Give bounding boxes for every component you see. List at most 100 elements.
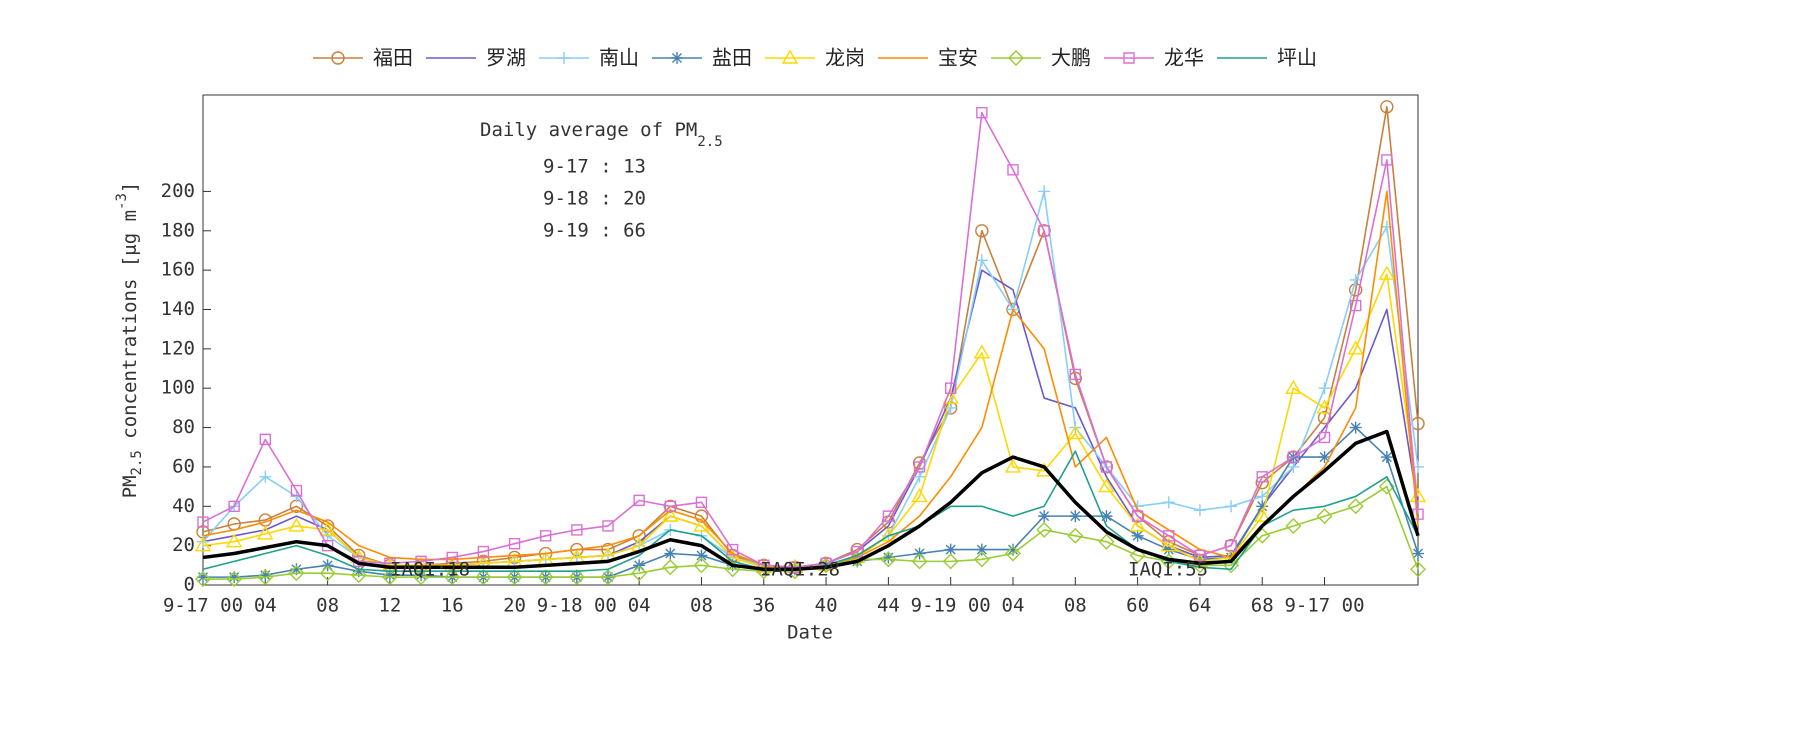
data-point xyxy=(820,557,832,570)
data-point xyxy=(695,549,708,562)
plot-frame xyxy=(202,94,1419,586)
data-point xyxy=(1131,529,1144,542)
data-point xyxy=(1316,399,1333,414)
data-point xyxy=(973,551,990,568)
data-point xyxy=(850,542,864,557)
data-point xyxy=(1410,561,1426,578)
series-line xyxy=(202,190,1419,569)
data-point xyxy=(851,545,863,558)
data-point xyxy=(1038,185,1051,198)
data-point xyxy=(1100,461,1113,473)
data-point xyxy=(944,382,957,394)
data-point xyxy=(571,524,583,536)
annotation: 9-19 : 66 xyxy=(543,220,646,242)
data-point xyxy=(321,539,334,552)
data-point xyxy=(1098,533,1115,550)
x-tick-label: 16 xyxy=(441,595,464,617)
data-point xyxy=(1067,527,1084,544)
data-point xyxy=(257,569,274,586)
x-tick-label: 44 xyxy=(877,595,900,617)
y-tick-label: 100 xyxy=(161,377,195,399)
legend-marker xyxy=(558,52,570,64)
data-point xyxy=(1349,299,1362,312)
data-point xyxy=(662,507,679,522)
data-point xyxy=(631,565,648,582)
data-point xyxy=(1412,547,1424,560)
data-point xyxy=(1256,500,1269,513)
y-tick-label: 20 xyxy=(172,534,195,556)
data-point xyxy=(1160,537,1177,552)
legend-marker xyxy=(1008,50,1024,66)
data-point xyxy=(288,517,305,532)
x-tick-label: 68 xyxy=(1251,595,1274,617)
data-point xyxy=(227,517,241,531)
series-line xyxy=(202,111,1419,569)
x-tick-label: 9-18 00 xyxy=(537,595,617,617)
data-point xyxy=(1129,547,1146,564)
series-line xyxy=(202,273,1419,569)
data-point xyxy=(694,509,709,523)
annotation-title: Daily average of PM2.5 xyxy=(480,119,723,151)
data-point xyxy=(259,470,272,483)
data-point xyxy=(290,484,303,497)
data-point xyxy=(1162,543,1175,556)
iaqi-label: IAQI:55 xyxy=(1128,559,1208,581)
data-point xyxy=(225,533,243,548)
data-point xyxy=(1255,475,1269,490)
data-point xyxy=(228,500,240,512)
data-point xyxy=(1007,164,1019,176)
data-point xyxy=(1287,451,1300,463)
data-point xyxy=(288,565,305,582)
legend-label: 龙华 xyxy=(1164,46,1204,70)
data-point xyxy=(1129,517,1146,532)
x-tick-label: 9-17 00 xyxy=(163,595,243,617)
data-point xyxy=(508,537,521,550)
y-tick-label: 0 xyxy=(184,574,195,596)
data-point xyxy=(319,521,336,536)
y-tick-label: 120 xyxy=(161,337,195,359)
legend: 福田 罗湖 南山 盐田 龙岗 宝安 大鹏 龙华 坪山 xyxy=(313,46,1317,70)
annotation: 9-17 : 13 xyxy=(543,156,646,178)
data-point xyxy=(259,569,272,582)
data-point xyxy=(321,529,334,542)
x-tick-label: 40 xyxy=(815,595,838,617)
x-tick-label: 36 xyxy=(752,595,775,617)
plot-area xyxy=(194,100,1427,588)
y-tick-label: 140 xyxy=(161,298,195,320)
data-point xyxy=(976,107,988,119)
data-point xyxy=(1193,504,1206,517)
legend-label: 罗湖 xyxy=(486,46,526,70)
y-label-sub: 2.5 xyxy=(129,450,145,475)
legend-label: 宝安 xyxy=(938,46,978,70)
data-point xyxy=(1349,273,1362,286)
data-point xyxy=(1194,549,1206,562)
data-point xyxy=(1163,530,1175,542)
data-point xyxy=(1100,510,1113,523)
data-point xyxy=(446,551,458,564)
data-point xyxy=(944,401,957,414)
y-label-part: ] xyxy=(119,182,141,193)
data-point xyxy=(1004,458,1022,473)
y-tick-label: 160 xyxy=(161,259,195,281)
x-tick-label: 04 xyxy=(1002,595,1025,617)
data-point xyxy=(1285,517,1302,534)
x-tick-label: 12 xyxy=(378,595,401,617)
data-point xyxy=(1318,382,1331,395)
legend-label: 福田 xyxy=(373,46,413,70)
data-point xyxy=(913,470,926,483)
data-point xyxy=(1347,340,1364,355)
x-tick-label: 60 xyxy=(1126,595,1149,617)
data-point xyxy=(1193,553,1206,566)
data-point xyxy=(475,569,492,586)
legend-marker xyxy=(331,51,345,65)
iaqi-label: IAQI:18 xyxy=(390,559,470,581)
data-point xyxy=(257,525,274,540)
y-label-part: concentrations [μg m xyxy=(119,210,141,450)
data-point xyxy=(1256,471,1268,483)
x-tick-label: 08 xyxy=(316,595,339,617)
data-point xyxy=(602,520,614,532)
data-point xyxy=(197,516,209,528)
data-point xyxy=(415,569,428,582)
legend-marker xyxy=(671,52,683,64)
